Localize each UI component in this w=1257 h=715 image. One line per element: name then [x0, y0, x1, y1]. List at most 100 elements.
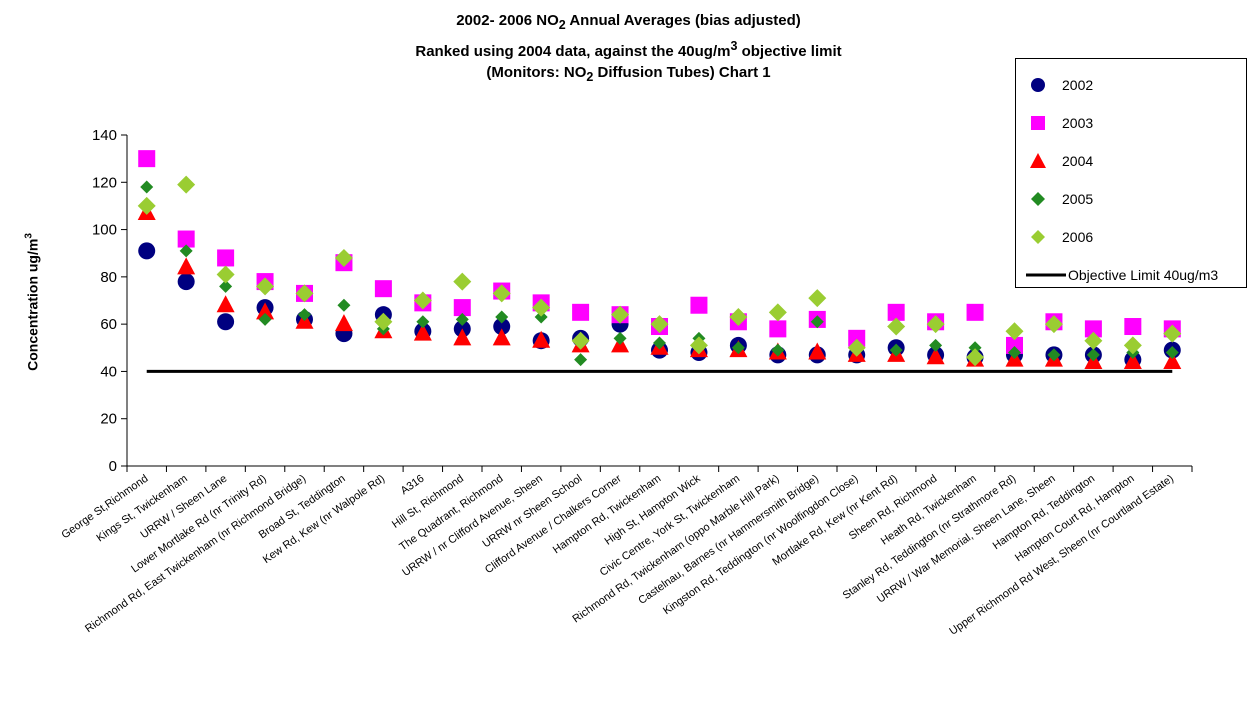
legend-item: 2004 [1026, 151, 1093, 171]
legend-label: 2006 [1062, 229, 1094, 245]
title-line-2-text: Ranked using 2004 data, against the 40ug… [415, 43, 731, 60]
legend-marker [1031, 192, 1045, 206]
point-2006 [492, 284, 511, 303]
point-2004 [256, 302, 275, 320]
point-2006 [1044, 315, 1063, 334]
legend-marker-shape [1031, 192, 1045, 206]
point-2006 [295, 284, 314, 303]
legend-marker-shape [1031, 116, 1045, 130]
legend-item: Objective Limit 40ug/m3 [1026, 265, 1218, 285]
point-2006 [413, 291, 432, 310]
point-2004 [216, 295, 235, 313]
point-2004 [1163, 351, 1182, 369]
legend-item: 2005 [1026, 189, 1093, 209]
legend-label: 2004 [1062, 153, 1094, 169]
legend-item: 2006 [1026, 227, 1093, 247]
point-2006 [966, 348, 985, 367]
point-2005 [613, 331, 627, 345]
point-2005 [653, 336, 666, 350]
title-line-1-sub: 2 [558, 18, 566, 32]
point-2005 [337, 298, 351, 312]
point-2005 [1047, 348, 1061, 362]
legend-marker [1026, 273, 1066, 277]
point-2004 [413, 323, 432, 341]
title-line-1: 2002- 2006 NO2 Annual Averages (bias adj… [0, 10, 1257, 36]
point-2002 [217, 313, 235, 331]
point-2006 [689, 336, 708, 355]
point-2005 [929, 338, 943, 352]
point-2003 [217, 249, 235, 267]
y-tick-label: 100 [92, 222, 117, 239]
point-2004 [334, 314, 353, 332]
point-2006 [216, 265, 235, 284]
title-line-3-sub: 2 [586, 70, 594, 84]
point-2005 [1086, 348, 1100, 362]
legend-label: 2003 [1062, 115, 1094, 131]
point-2005 [889, 343, 903, 357]
point-2003 [1084, 320, 1102, 338]
chart-legend: 2002 2003 2004 2005 2006 Objective Limit 40ug… [1015, 58, 1247, 288]
point-2006 [729, 308, 748, 327]
point-2006 [374, 312, 393, 331]
point-2004 [453, 328, 472, 346]
point-2006 [1005, 322, 1024, 341]
chart-title: 2002- 2006 NO2 Annual Averages (bias adj… [0, 10, 1257, 88]
point-2006 [177, 175, 196, 194]
y-tick-label: 80 [100, 269, 117, 286]
point-2003 [887, 303, 905, 321]
point-2006 [926, 315, 945, 334]
legend-item: 2003 [1026, 113, 1093, 133]
point-2004 [492, 328, 511, 346]
point-2005 [574, 353, 588, 367]
point-2003 [572, 303, 590, 321]
point-2006 [453, 272, 472, 291]
point-2003 [966, 303, 984, 321]
point-2005 [1008, 346, 1021, 360]
point-2004 [926, 347, 945, 365]
point-2004 [532, 330, 551, 348]
legend-label: 2005 [1062, 191, 1094, 207]
point-2006 [137, 196, 156, 215]
legend-marker [1030, 153, 1046, 168]
point-2005 [495, 310, 509, 324]
point-2003 [1006, 336, 1023, 354]
point-2005 [140, 180, 154, 194]
point-2006 [256, 277, 275, 296]
point-2006 [650, 315, 669, 334]
title-line-3-post: Diffusion Tubes) Chart 1 [593, 64, 771, 81]
point-2002 [138, 242, 156, 260]
title-line-2: Ranked using 2004 data, against the 40ug… [0, 36, 1257, 62]
point-2005 [1165, 346, 1179, 360]
point-2005 [731, 341, 745, 355]
legend-marker-shape [1031, 230, 1045, 244]
y-tick-label: 20 [100, 411, 117, 428]
point-2005 [810, 315, 824, 329]
point-2003 [848, 329, 866, 347]
point-2002 [493, 318, 511, 336]
point-2005 [534, 310, 548, 324]
x-tick-label: A316 [399, 473, 427, 498]
title-line-3-text: (Monitors: NO [486, 64, 587, 81]
point-2006 [571, 331, 590, 350]
point-2006 [1123, 336, 1142, 355]
legend-marker [1031, 116, 1045, 130]
point-2006 [768, 303, 787, 322]
y-tick-label: 60 [100, 316, 117, 333]
legend-marker [1031, 78, 1045, 92]
legend-label: 2002 [1062, 77, 1094, 93]
point-2004 [177, 257, 196, 275]
point-2004 [1123, 351, 1142, 369]
point-2003 [769, 320, 787, 338]
point-2005 [968, 341, 982, 355]
point-2005 [298, 308, 311, 322]
title-line-1-post: Annual Averages (bias adjusted) [565, 12, 801, 29]
legend-label: Objective Limit 40ug/m3 [1068, 267, 1219, 283]
y-tick-label: 120 [92, 174, 117, 191]
legend-item: 2002 [1026, 75, 1093, 95]
legend-marker-shape [1030, 153, 1046, 168]
point-2006 [887, 317, 906, 336]
point-2003 [374, 280, 392, 298]
point-2006 [847, 338, 866, 357]
title-line-2-sup: 3 [730, 39, 738, 53]
